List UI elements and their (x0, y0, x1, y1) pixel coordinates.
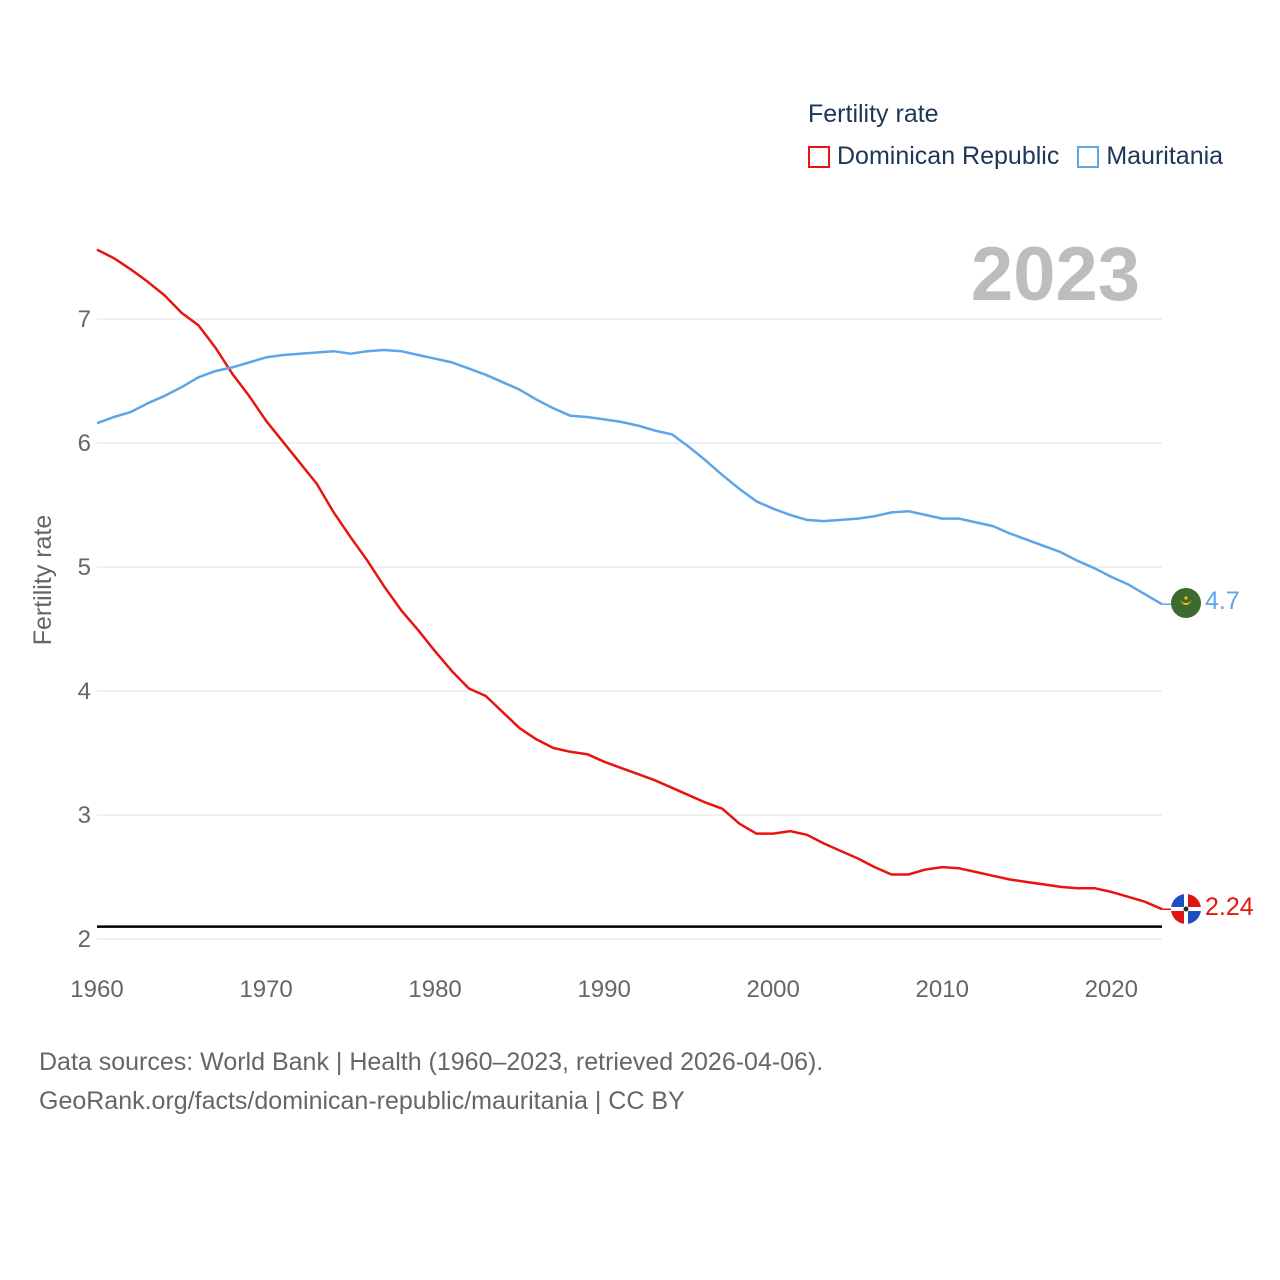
footer-link[interactable]: GeoRank.org/facts/dominican-republic/mau… (39, 1087, 685, 1115)
series-group (96, 248, 1172, 911)
x-axis-ticks: 1960 1970 1980 1990 2000 2010 2020 (70, 976, 1138, 1003)
legend-item-mauritania[interactable]: Mauritania (1077, 142, 1223, 171)
end-label-dominican-republic: 2.24 (1205, 893, 1254, 921)
x-tick-label: 1960 (70, 976, 123, 1003)
line-chart: 2 3 4 5 6 7 1960 1970 1980 1990 2000 2010 2020 2023… (29, 232, 1254, 1003)
series-line-mauritania[interactable] (96, 348, 1163, 606)
legend: Dominican Republic Mauritania (808, 142, 1241, 171)
y-tick-label: 5 (78, 554, 91, 581)
legend-title: Fertility rate (808, 100, 939, 128)
x-tick-label: 1980 (408, 976, 461, 1003)
footer-sources: Data sources: World Bank | Health (1960–… (39, 1048, 824, 1076)
x-tick-label: 2020 (1085, 976, 1138, 1003)
y-tick-label: 3 (78, 802, 91, 829)
y-axis-ticks: 2 3 4 5 6 7 (78, 306, 91, 953)
end-label-mauritania: 4.7 (1205, 587, 1240, 615)
legend-item-dominican-republic[interactable]: Dominican Republic (808, 142, 1059, 171)
year-label: 2023 (971, 232, 1140, 317)
x-tick-label: 2010 (916, 976, 969, 1003)
legend-swatch-dominican-republic (808, 145, 830, 168)
y-axis-title: Fertility rate (29, 515, 57, 646)
y-tick-label: 6 (78, 430, 91, 457)
y-tick-label: 2 (78, 926, 91, 953)
legend-label-dominican-republic: Dominican Republic (837, 142, 1060, 170)
footer: Data sources: World Bank | Health (1960–… (39, 1043, 823, 1121)
y-tick-label: 4 (78, 678, 91, 705)
legend-label-mauritania: Mauritania (1106, 142, 1224, 170)
series-line-dominican-republic[interactable] (96, 248, 1163, 911)
mauritania-flag-icon (1171, 588, 1201, 618)
dominican-republic-flag-icon (1171, 894, 1201, 924)
legend-swatch-mauritania (1077, 145, 1100, 168)
x-tick-label: 2000 (746, 976, 799, 1003)
x-tick-label: 1970 (239, 976, 292, 1003)
x-tick-label: 1990 (577, 976, 630, 1003)
gridlines (97, 318, 1162, 940)
y-tick-label: 7 (78, 306, 91, 333)
